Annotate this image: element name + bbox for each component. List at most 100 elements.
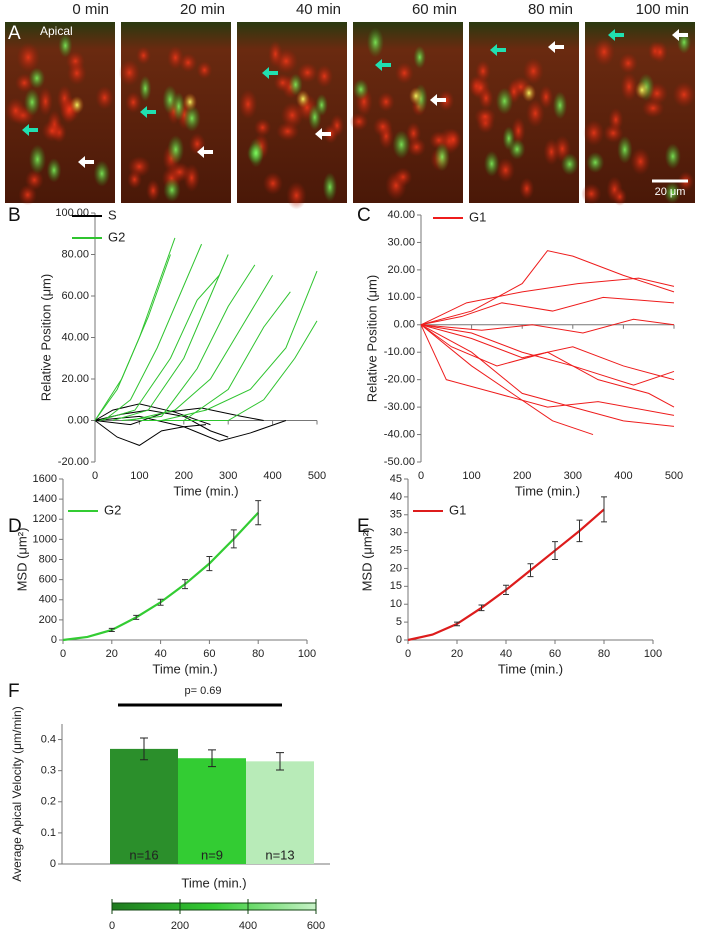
error-bar bbox=[157, 598, 164, 606]
y-tick-label: 0.00 bbox=[68, 414, 89, 426]
cell bbox=[67, 61, 87, 86]
y-tick-label: -10.00 bbox=[384, 346, 415, 358]
y-tick-label: 200 bbox=[39, 614, 57, 626]
track-line bbox=[420, 318, 675, 334]
cell bbox=[608, 107, 624, 132]
image-panel: 0 min 20 min 40 min 60 min 80 min 100 min A Api… bbox=[5, 1, 696, 210]
cell bbox=[349, 112, 369, 131]
cell bbox=[652, 41, 668, 64]
arrow bbox=[262, 67, 278, 79]
track-line bbox=[420, 324, 675, 427]
cell bbox=[5, 97, 27, 124]
x-tick-label: 200 bbox=[513, 470, 531, 482]
cell bbox=[635, 81, 649, 99]
cell bbox=[183, 104, 201, 132]
cell bbox=[276, 121, 300, 141]
cell bbox=[93, 160, 111, 187]
legend-label: G1 bbox=[449, 502, 466, 517]
cell bbox=[262, 172, 283, 195]
x-tick-label: 80 bbox=[252, 648, 264, 660]
x-tick-label: 60 bbox=[549, 648, 561, 660]
error-bar bbox=[454, 621, 460, 627]
cell bbox=[297, 62, 318, 83]
y-axis-label: MSD (μm²) bbox=[359, 528, 374, 592]
region-label: Apical bbox=[40, 24, 73, 38]
scale-bar-label: 20 μm bbox=[655, 186, 686, 198]
y-tick-label: 0.00 bbox=[394, 319, 415, 331]
arrow bbox=[430, 94, 446, 106]
error-bar bbox=[208, 749, 216, 768]
cell bbox=[483, 150, 500, 177]
cell bbox=[475, 60, 491, 83]
y-tick-label: 0.1 bbox=[41, 827, 56, 839]
cell bbox=[392, 130, 411, 159]
cell bbox=[136, 46, 151, 65]
error-bar bbox=[108, 627, 115, 632]
y-tick-label: 5 bbox=[396, 616, 402, 628]
time-label: 40 min bbox=[296, 1, 341, 18]
x-tick-label: 0 bbox=[405, 648, 411, 660]
x-tick-label: 20 bbox=[106, 648, 118, 660]
y-tick-label: 600 bbox=[39, 574, 57, 586]
x-tick-label: 400 bbox=[263, 470, 281, 482]
bar-label: n=16 bbox=[129, 847, 158, 862]
error-bar bbox=[503, 584, 509, 596]
error-bar bbox=[552, 541, 558, 560]
cell bbox=[581, 183, 602, 205]
y-tick-label: 0 bbox=[396, 634, 402, 646]
panel-label: D bbox=[8, 516, 22, 537]
cell bbox=[28, 144, 47, 175]
x-tick-label: 500 bbox=[665, 470, 683, 482]
x-axis-label: Time (min.) bbox=[515, 483, 580, 498]
y-axis-label: Average Apical Velocity (μm/min) bbox=[10, 706, 24, 881]
error-bar bbox=[601, 496, 607, 523]
cell bbox=[254, 118, 272, 137]
y-tick-label: 0 bbox=[50, 858, 56, 870]
x-tick-label: 60 bbox=[203, 648, 215, 660]
x-tick-label: 300 bbox=[219, 470, 237, 482]
chart-panel: C -50.00 -40.00 -30.00 -20.00 -10.00 0.00 10.00… bbox=[357, 205, 683, 498]
cell bbox=[167, 134, 185, 165]
y-tick-label: -20.00 bbox=[58, 456, 89, 468]
y-axis-label: Relative Position (μm) bbox=[364, 275, 379, 402]
track-line bbox=[183, 320, 318, 421]
arrow bbox=[22, 124, 38, 136]
cell bbox=[288, 73, 303, 96]
bar bbox=[178, 758, 246, 864]
y-tick-label: 0.2 bbox=[41, 796, 56, 808]
y-tick-label: 100.00 bbox=[55, 207, 89, 219]
time-label: 0 min bbox=[72, 1, 109, 18]
x-axis-label: Time (min.) bbox=[173, 483, 238, 498]
x-tick-label: 400 bbox=[614, 470, 632, 482]
y-tick-label: 40.00 bbox=[61, 331, 89, 343]
y-tick-label: 10 bbox=[390, 598, 402, 610]
cell bbox=[125, 91, 142, 114]
track-line bbox=[420, 324, 675, 408]
image-frame bbox=[5, 22, 115, 206]
cell bbox=[434, 142, 450, 172]
image-frame bbox=[581, 22, 696, 206]
y-tick-label: 800 bbox=[39, 553, 57, 565]
cell bbox=[95, 85, 114, 110]
error-bar bbox=[140, 737, 148, 761]
time-label: 20 min bbox=[180, 1, 225, 18]
x-tick-label: 100 bbox=[462, 470, 480, 482]
cell bbox=[146, 179, 161, 202]
bar bbox=[110, 748, 178, 864]
y-tick-label: -30.00 bbox=[384, 401, 415, 413]
x-tick-label: 0 bbox=[418, 470, 424, 482]
cell bbox=[238, 89, 258, 120]
track-line bbox=[99, 274, 220, 421]
cell bbox=[196, 61, 213, 80]
cell bbox=[16, 42, 40, 73]
y-tick-label: 20 bbox=[390, 562, 402, 574]
cell bbox=[409, 87, 423, 105]
charts: B-20.000.0020.0040.0060.0080.00100.00Rel… bbox=[8, 205, 683, 932]
legend-label: S bbox=[108, 207, 117, 222]
legend-label: G2 bbox=[108, 229, 125, 244]
color-scale bbox=[111, 902, 317, 911]
y-tick-label: 20.00 bbox=[61, 373, 89, 385]
cell bbox=[474, 107, 496, 127]
track-line bbox=[94, 254, 171, 421]
y-tick-label: 35 bbox=[390, 509, 402, 521]
